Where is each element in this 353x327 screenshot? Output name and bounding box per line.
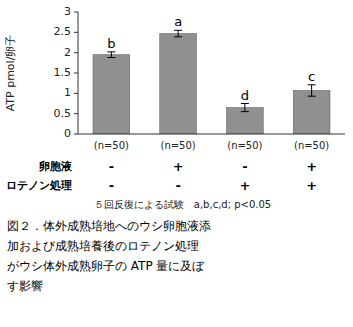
significance-label: a: [174, 14, 182, 29]
y-tick-label: 3: [64, 5, 71, 18]
y-tick-label: 1: [64, 86, 71, 99]
row-sign: -: [109, 178, 114, 193]
y-tick: [74, 93, 78, 94]
row-sign: +: [173, 159, 184, 174]
error-cap: [308, 96, 316, 97]
error-cap: [241, 103, 249, 104]
error-cap: [107, 57, 115, 58]
chart: 0 0.5 1 1.5 2 2.5 3 ATP pmol/卵子 b a d c (n=50) (n=50)…: [0, 0, 353, 327]
y-tick-label: 0.5: [54, 107, 72, 120]
error-cap: [308, 84, 316, 85]
error-stem: [311, 85, 312, 96]
y-tick: [74, 12, 78, 13]
error-cap: [107, 51, 115, 52]
row-sign: +: [306, 178, 317, 193]
significance-label: b: [107, 36, 115, 51]
error-cap: [174, 30, 182, 31]
row-sign: +: [239, 178, 250, 193]
row-sign: -: [109, 159, 114, 174]
error-stem: [244, 104, 245, 112]
error-bar: [174, 30, 182, 37]
y-tick-label: 1.5: [54, 66, 72, 79]
category-label: (n=50): [294, 140, 329, 151]
y-tick-label: 2.5: [54, 25, 72, 38]
y-tick: [74, 73, 78, 74]
caption-line: 図２．体外成熟培地へのウシ卵胞液添: [7, 219, 211, 233]
row-sign: -: [242, 159, 247, 174]
bar: [160, 34, 197, 134]
significance-label: d: [241, 88, 249, 103]
caption-line: 加および成熟培養後のロテノン処理: [7, 239, 199, 253]
bars: [93, 30, 330, 134]
category-label: (n=50): [94, 140, 129, 151]
row-label: 卵胞液: [38, 160, 73, 173]
y-tick: [74, 134, 78, 135]
y-axis-label: ATP pmol/卵子: [4, 35, 17, 112]
y-axis: 0 0.5 1 1.5 2 2.5 3: [54, 5, 79, 140]
bar: [293, 90, 330, 134]
category-label: (n=50): [227, 140, 262, 151]
row-sign: -: [175, 178, 180, 193]
row-label: ロテノン処理: [6, 179, 72, 192]
y-tick-label: 2: [64, 46, 71, 59]
bar: [227, 108, 264, 134]
error-bar: [107, 52, 115, 58]
caption-line: す影響: [7, 279, 43, 293]
bar: [93, 55, 130, 134]
y-tick: [74, 113, 78, 114]
y-axis-line: [78, 12, 79, 134]
x-axis-line: [78, 134, 345, 135]
y-tick: [74, 32, 78, 33]
error-stem: [178, 30, 179, 37]
error-bar: [241, 104, 249, 112]
error-bar: [308, 85, 316, 96]
category-label: (n=50): [161, 140, 196, 151]
error-stem: [111, 52, 112, 58]
y-tick-label: 0: [64, 127, 71, 140]
y-tick: [74, 52, 78, 53]
caption-line: がウシ体外成熟卵子の ATP 量に及ぼ: [7, 259, 205, 273]
row-sign: +: [306, 159, 317, 174]
footnote: ５回反復による試験 a,b,c,d; p<0.05: [94, 199, 271, 210]
significance-label: c: [308, 69, 315, 84]
error-cap: [174, 36, 182, 37]
error-cap: [241, 111, 249, 112]
